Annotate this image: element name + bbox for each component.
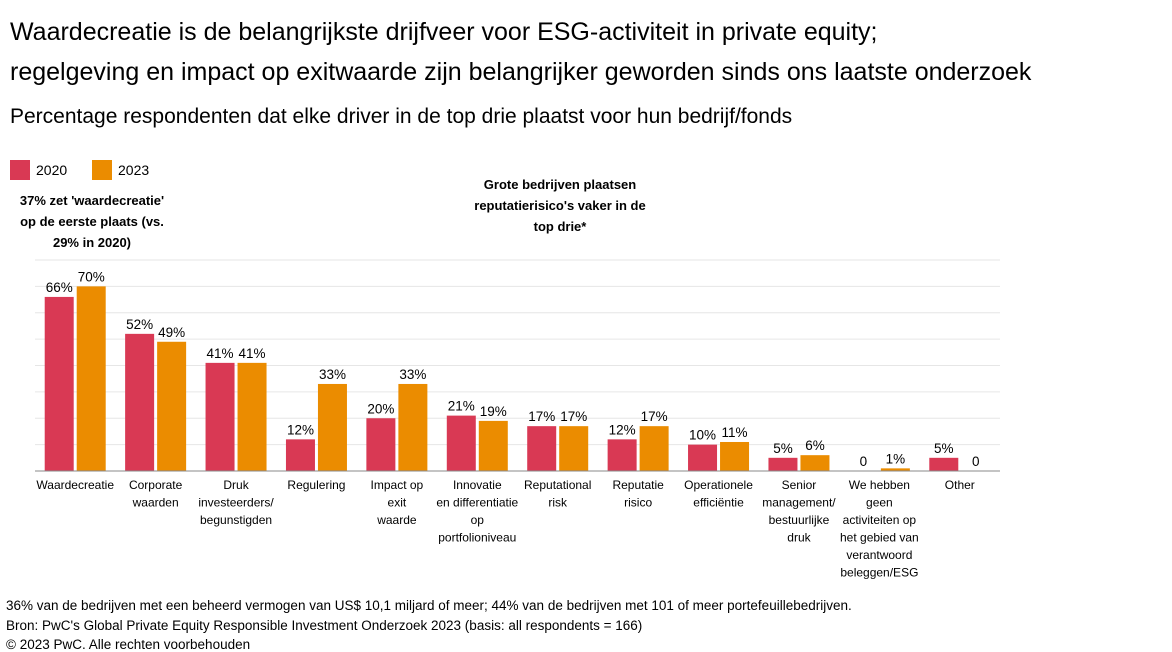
- x-tick-label: Druk: [223, 478, 249, 492]
- data-label-2020: 21%: [448, 399, 475, 414]
- annotation-waardecreatie: 37% zet 'waardecreatie' op de eerste pla…: [19, 193, 165, 250]
- bar-2020: [768, 457, 798, 471]
- data-label-2023: 41%: [239, 346, 266, 361]
- footnote: 36% van de bedrijven met een beheerd ver…: [6, 598, 852, 613]
- bar-2020: [527, 426, 557, 471]
- x-tick-label: en differentiatie: [436, 496, 518, 510]
- bar-2020: [929, 457, 959, 471]
- x-tick-label: risico: [624, 496, 652, 510]
- data-label-2020: 5%: [934, 441, 954, 456]
- data-label-2023: 33%: [399, 367, 426, 382]
- x-tick-label: verantwoord: [846, 548, 912, 562]
- bar-2020: [366, 418, 396, 471]
- x-tick-label: Senior: [782, 478, 817, 492]
- x-tick-label: waarden: [132, 496, 179, 510]
- data-label-2020: 20%: [367, 401, 394, 416]
- x-tick-label: Innovatie: [453, 478, 502, 492]
- copyright: © 2023 PwC. Alle rechten voorbehouden: [6, 637, 251, 652]
- bar-2020: [44, 296, 74, 471]
- data-label-2020: 12%: [609, 422, 636, 437]
- data-label-2020: 10%: [689, 428, 716, 443]
- bar-2023: [398, 383, 428, 471]
- x-tick-label: efficiëntie: [693, 496, 744, 510]
- bar-2020: [688, 444, 718, 471]
- bar-2020: [125, 333, 155, 471]
- x-tick-label: Corporate: [129, 478, 183, 492]
- bar-2023: [720, 441, 750, 471]
- legend-item-2020: 2020: [10, 160, 67, 180]
- bar-2023: [559, 426, 589, 471]
- x-tick-label: Regulering: [287, 478, 345, 492]
- x-tick-label: activiteiten op: [843, 513, 917, 527]
- x-tick-label: bestuurlijke: [769, 513, 830, 527]
- x-tick-label: druk: [787, 531, 811, 545]
- bar-2023: [76, 286, 106, 471]
- x-tick-label: investeerders/: [198, 496, 274, 510]
- x-tick-label: op: [471, 513, 485, 527]
- x-tick-label: Waardecreatie: [36, 478, 114, 492]
- x-tick-label: risk: [548, 496, 568, 510]
- legend-label-2020: 2020: [36, 162, 68, 178]
- data-label-2023: 6%: [805, 438, 825, 453]
- data-label-2020: 5%: [773, 441, 793, 456]
- data-label-2023: 49%: [158, 325, 185, 340]
- data-label-2023: 17%: [641, 409, 668, 424]
- x-tick-label: exit: [388, 496, 407, 510]
- legend-swatch-2023: [92, 160, 112, 180]
- bar-2020: [285, 439, 315, 471]
- x-tick-label: waarde: [376, 513, 417, 527]
- data-label-2020: 52%: [126, 317, 153, 332]
- data-label-2023: 11%: [722, 425, 748, 440]
- bar-2023: [157, 341, 187, 471]
- chart-title-line2: regelgeving en impact op exitwaarde zijn…: [10, 58, 1032, 86]
- annotation-reputatierisico: Grote bedrijven plaatsen reputatierisico…: [474, 177, 646, 234]
- x-tick-label: begunstigden: [200, 513, 272, 527]
- x-tick-label: het gebied van: [840, 531, 919, 545]
- x-tick-label: Reputatie: [612, 478, 664, 492]
- source-note: Bron: PwC's Global Private Equity Respon…: [6, 618, 643, 633]
- bar-2023: [800, 455, 830, 471]
- data-label-2023: 70%: [78, 269, 105, 284]
- data-label-2020: 0: [860, 454, 868, 469]
- legend-swatch-2020: [10, 160, 30, 180]
- legend-item-2023: 2023: [92, 160, 149, 180]
- bar-2023: [317, 383, 347, 471]
- x-tick-label: We hebben: [849, 478, 910, 492]
- data-label-2023: 17%: [560, 409, 587, 424]
- legend-label-2023: 2023: [118, 162, 150, 178]
- data-label-2020: 66%: [46, 280, 73, 295]
- bar-2020: [446, 415, 476, 471]
- bar-2023: [880, 468, 910, 471]
- bar-2023: [639, 426, 669, 471]
- data-label-2023: 0: [972, 454, 980, 469]
- data-label-2023: 19%: [480, 404, 507, 419]
- data-label-2020: 12%: [287, 422, 314, 437]
- chart-subtitle: Percentage respondenten dat elke driver …: [10, 105, 793, 128]
- x-tick-label: Other: [945, 478, 975, 492]
- data-label-2023: 1%: [886, 451, 906, 466]
- x-tick-label: Reputational: [524, 478, 591, 492]
- bar-2020: [205, 362, 235, 471]
- data-label-2023: 33%: [319, 367, 346, 382]
- chart-title-line1: Waardecreatie is de belangrijkste drijfv…: [10, 18, 878, 46]
- x-tick-label: Impact op: [371, 478, 424, 492]
- data-label-2020: 17%: [528, 409, 555, 424]
- data-label-2020: 41%: [207, 346, 234, 361]
- x-tick-label: management/: [762, 496, 836, 510]
- x-tick-label: beleggen/ESG: [840, 566, 918, 580]
- x-tick-label: geen: [866, 496, 893, 510]
- bar-2020: [607, 439, 637, 471]
- bar-2023: [478, 420, 508, 471]
- x-tick-label: portfolioniveau: [438, 531, 516, 545]
- bar-2023: [237, 362, 267, 471]
- x-tick-label: Operationele: [684, 478, 753, 492]
